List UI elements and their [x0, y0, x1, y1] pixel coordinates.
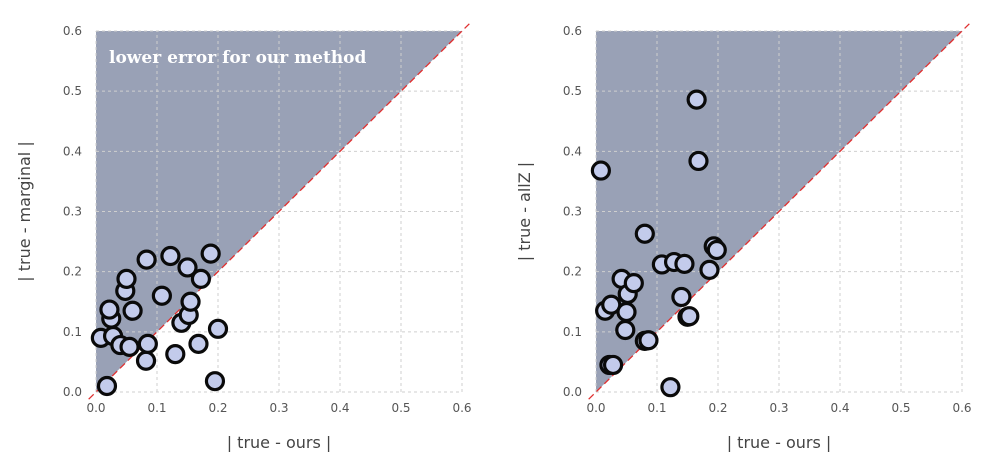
x-tick-label: 0.6 [952, 401, 971, 415]
y-tick-label: 0.5 [63, 84, 82, 98]
x-tick-label: 0.3 [769, 401, 788, 415]
x-axis-label: | true - ours | [727, 433, 832, 452]
data-point [660, 377, 681, 398]
x-tick-label: 0.1 [647, 401, 666, 415]
x-tick-label: 0.5 [891, 401, 910, 415]
data-point [634, 223, 655, 244]
data-point [615, 319, 636, 341]
data-point [160, 245, 181, 267]
data-point [679, 306, 700, 327]
data-point [207, 318, 229, 339]
x-tick-label: 0.3 [269, 401, 288, 415]
data-point [688, 150, 709, 172]
y-tick-label: 0.5 [563, 84, 582, 98]
data-point [686, 89, 707, 110]
data-point [602, 354, 624, 376]
y-tick-label: 0.4 [63, 144, 82, 158]
x-tick-label: 0.0 [586, 401, 605, 415]
x-tick-label: 0.6 [452, 401, 471, 415]
data-point [590, 160, 611, 181]
y-tick-label: 0.0 [63, 385, 82, 399]
data-point [674, 253, 695, 274]
data-point [119, 336, 140, 357]
x-tick-label: 0.2 [208, 401, 227, 415]
data-point [180, 291, 201, 312]
x-tick-label: 0.4 [830, 401, 849, 415]
y-axis-label: | true - marginal | [15, 141, 34, 281]
x-tick-label: 0.2 [708, 401, 727, 415]
y-tick-label: 0.6 [63, 24, 82, 38]
data-point [623, 272, 644, 294]
y-tick-label: 0.2 [563, 265, 582, 279]
y-tick-label: 0.0 [563, 385, 582, 399]
y-tick-label: 0.3 [63, 205, 82, 219]
data-point [151, 285, 172, 306]
data-point [116, 268, 137, 289]
data-point [204, 371, 226, 392]
data-point [122, 300, 143, 321]
data-point [96, 375, 118, 397]
x-tick-label: 0.5 [391, 401, 410, 415]
y-tick-label: 0.1 [563, 325, 582, 339]
data-point [699, 259, 720, 280]
x-axis-label: | true - ours | [227, 433, 332, 452]
annotation-text: lower error for our method [109, 48, 367, 68]
data-point [99, 299, 120, 320]
scatter-panel-marginal: 0.0 0.0 0.1 0.1 0.2 0.2 0.3 0.3 0.4 0.4 0.5 0.5 0.6 0… [15, 23, 472, 452]
data-point [136, 249, 157, 270]
data-point [190, 268, 212, 289]
y-tick-label: 0.6 [563, 24, 582, 38]
data-point [137, 333, 158, 354]
data-point [165, 343, 186, 365]
data-point [177, 257, 198, 278]
data-point [616, 301, 637, 323]
x-tick-label: 0.4 [330, 401, 349, 415]
y-tick-label: 0.3 [563, 205, 582, 219]
x-tick-label: 0.1 [147, 401, 166, 415]
y-tick-label: 0.1 [63, 325, 82, 339]
scatter-panel-allz: 0.0 0.0 0.1 0.1 0.2 0.2 0.3 0.3 0.4 0.4 0.5 0.5 0.6 0… [515, 23, 972, 452]
y-tick-label: 0.2 [63, 265, 82, 279]
x-tick-label: 0.0 [86, 401, 105, 415]
y-tick-label: 0.4 [563, 144, 582, 158]
data-point [135, 350, 157, 371]
data-point [671, 286, 692, 308]
data-point [638, 330, 659, 351]
data-point [188, 333, 209, 354]
y-axis-label: | true - allZ | [515, 162, 534, 261]
data-point [706, 239, 727, 261]
data-point [200, 243, 221, 264]
